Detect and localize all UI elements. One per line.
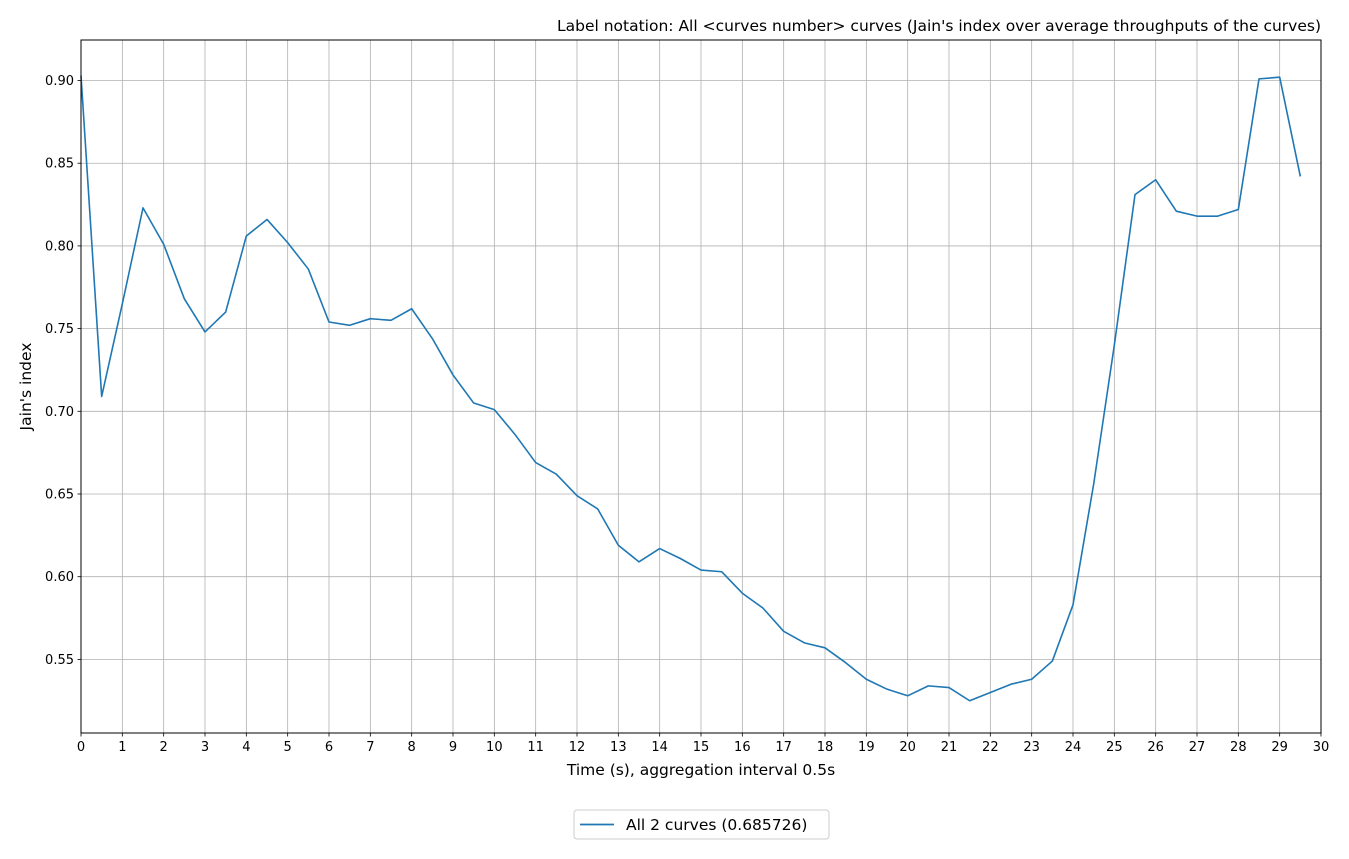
- x-tick-label: 24: [1065, 740, 1082, 755]
- x-tick-label: 16: [734, 740, 751, 755]
- y-tick-label: 0.80: [45, 239, 74, 254]
- x-tick-label: 28: [1230, 740, 1247, 755]
- y-tick-label: 0.75: [45, 322, 74, 337]
- series-group: [80, 75, 1302, 702]
- y-tick-label: 0.85: [45, 157, 74, 172]
- series-line: [80, 75, 1302, 702]
- chart-title: Label notation: All <curves number> curv…: [557, 17, 1321, 35]
- x-tick-label: 2: [160, 740, 168, 755]
- x-axis: 0 1 2 3 4 5 6 7 8 9 10 11 12 13 14 15 16 17 18 19 20 21 22 23 24…: [77, 733, 1329, 755]
- x-tick-label: 27: [1189, 740, 1206, 755]
- x-tick-label: 8: [408, 740, 416, 755]
- y-tick-label: 0.90: [45, 74, 74, 89]
- y-axis-label: Jain's index: [17, 343, 35, 432]
- x-tick-label: 21: [941, 740, 958, 755]
- grid: [80, 40, 1322, 733]
- x-tick-label: 11: [527, 740, 544, 755]
- x-tick-label: 23: [1023, 740, 1040, 755]
- x-tick-label: 26: [1147, 740, 1164, 755]
- y-axis: 0.55 0.60 0.65 0.70 0.75 0.80 0.85 0.90: [45, 74, 81, 668]
- x-tick-label: 13: [610, 740, 627, 755]
- y-tick-label: 0.55: [45, 653, 74, 668]
- x-tick-label: 9: [449, 740, 457, 755]
- y-tick-label: 0.70: [45, 405, 74, 420]
- legend: All 2 curves (0.685726): [573, 809, 830, 840]
- x-axis-label: Time (s), aggregation interval 0.5s: [566, 761, 835, 779]
- x-tick-label: 19: [858, 740, 875, 755]
- legend-label: All 2 curves (0.685726): [626, 816, 807, 834]
- x-tick-label: 29: [1271, 740, 1288, 755]
- x-tick-label: 1: [118, 740, 126, 755]
- x-tick-label: 22: [982, 740, 999, 755]
- x-tick-label: 0: [77, 740, 85, 755]
- x-tick-label: 5: [284, 740, 292, 755]
- x-tick-label: 20: [899, 740, 916, 755]
- x-tick-label: 30: [1313, 740, 1330, 755]
- x-tick-label: 7: [366, 740, 374, 755]
- x-tick-label: 6: [325, 740, 333, 755]
- legend-box: [573, 809, 830, 840]
- x-tick-label: 18: [817, 740, 834, 755]
- x-tick-label: 15: [693, 740, 710, 755]
- x-tick-label: 14: [651, 740, 668, 755]
- x-tick-label: 17: [775, 740, 792, 755]
- x-tick-label: 25: [1106, 740, 1123, 755]
- y-tick-label: 0.65: [45, 488, 74, 503]
- y-tick-label: 0.60: [45, 570, 74, 585]
- x-tick-label: 3: [201, 740, 209, 755]
- x-tick-label: 4: [242, 740, 250, 755]
- x-tick-label: 12: [569, 740, 586, 755]
- x-tick-label: 10: [486, 740, 503, 755]
